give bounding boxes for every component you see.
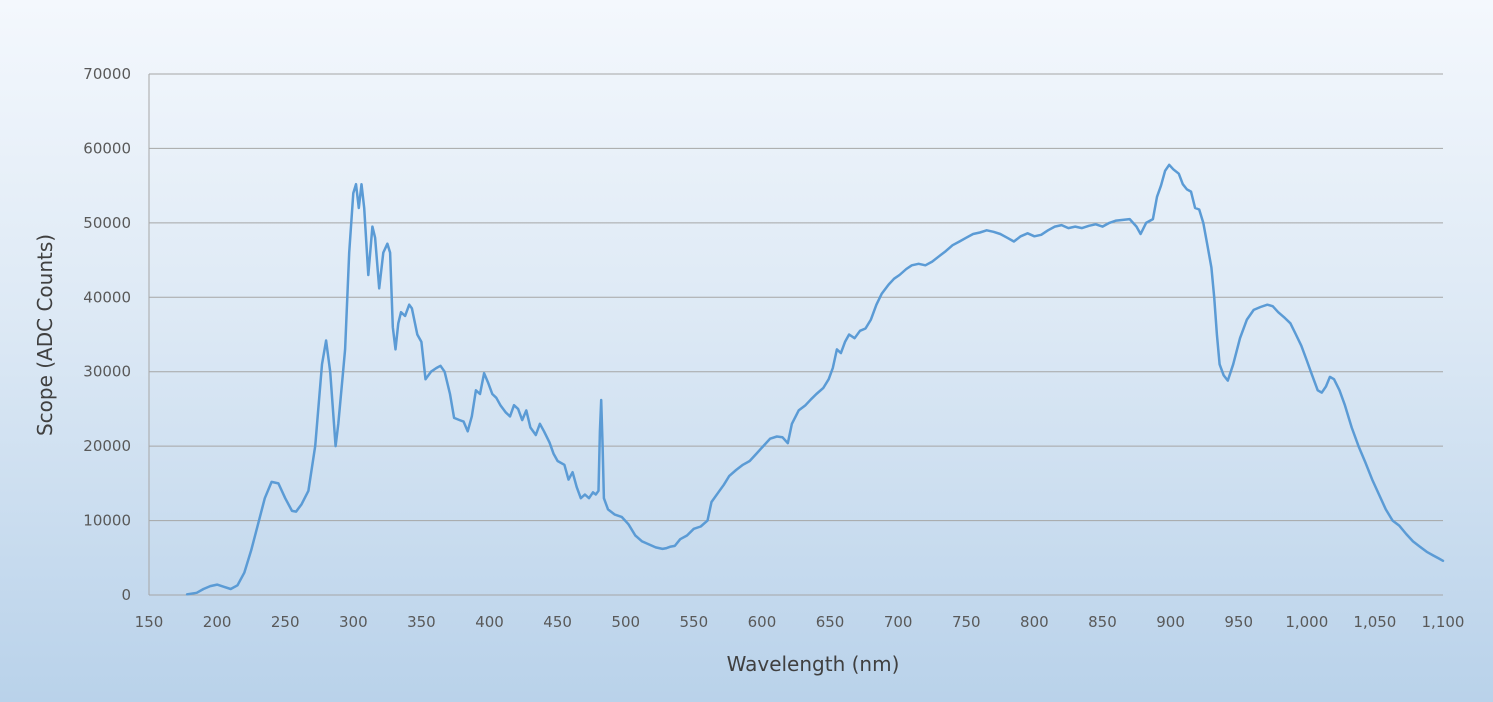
x-tick-label: 900 bbox=[1156, 613, 1185, 631]
x-axis-ticks: 150 200 250 300 350 400 450 500 550 600 650 700 750 8… bbox=[135, 613, 1465, 631]
x-tick-label: 500 bbox=[611, 613, 640, 631]
x-tick-label: 750 bbox=[952, 613, 981, 631]
y-axis-title: Scope (ADC Counts) bbox=[33, 234, 57, 436]
y-tick-label: 60000 bbox=[83, 139, 131, 157]
y-tick-label: 10000 bbox=[83, 512, 131, 530]
x-tick-label: 950 bbox=[1224, 613, 1253, 631]
x-tick-label: 600 bbox=[748, 613, 777, 631]
y-tick-label: 70000 bbox=[83, 65, 131, 83]
x-tick-label: 250 bbox=[271, 613, 300, 631]
series-layer bbox=[185, 163, 1445, 596]
x-tick-label: 650 bbox=[816, 613, 845, 631]
y-tick-label: 30000 bbox=[83, 363, 131, 381]
y-tick-label: 20000 bbox=[83, 437, 131, 455]
x-tick-label: 800 bbox=[1020, 613, 1049, 631]
x-tick-label: 450 bbox=[543, 613, 572, 631]
x-tick-label: 350 bbox=[407, 613, 436, 631]
x-tick-label: 400 bbox=[475, 613, 504, 631]
x-tick-label: 1,100 bbox=[1422, 613, 1465, 631]
x-tick-label: 1,000 bbox=[1285, 613, 1328, 631]
y-axis-ticks: 0 10000 20000 30000 40000 50000 60000 70000 bbox=[83, 65, 131, 604]
x-axis-title: Wavelength (nm) bbox=[727, 652, 900, 676]
gridlines bbox=[148, 73, 1443, 596]
x-tick-label: 300 bbox=[339, 613, 368, 631]
series-line-0 bbox=[185, 163, 1445, 596]
x-tick-label: 700 bbox=[884, 613, 913, 631]
y-tick-label: 40000 bbox=[83, 288, 131, 306]
y-tick-label: 50000 bbox=[83, 214, 131, 232]
y-tick-label: 0 bbox=[121, 586, 131, 604]
x-tick-label: 150 bbox=[135, 613, 164, 631]
x-tick-label: 1,050 bbox=[1353, 613, 1396, 631]
x-tick-label: 850 bbox=[1088, 613, 1117, 631]
x-tick-label: 200 bbox=[203, 613, 232, 631]
x-tick-label: 550 bbox=[680, 613, 709, 631]
